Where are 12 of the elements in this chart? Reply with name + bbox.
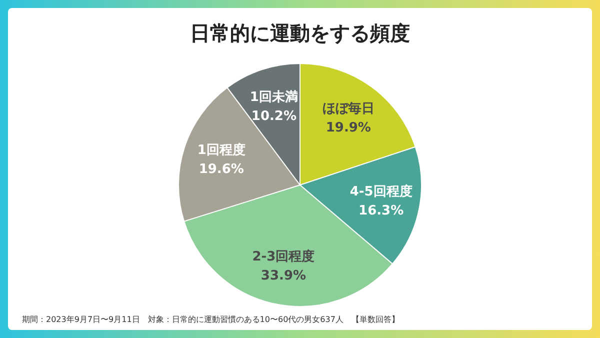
data-label: 33.9%: [260, 268, 306, 284]
data-label: 16.3%: [358, 203, 404, 218]
slice-label: 2-3回程度: [252, 248, 315, 264]
data-label: 10.2%: [251, 108, 297, 124]
data-label: 19.9%: [326, 120, 371, 136]
slice-label: ほぼ毎日: [322, 101, 374, 116]
slice-label: 1回未満: [250, 90, 298, 105]
chart-title: 日常的に運動をする頻度: [189, 20, 411, 47]
slice-label: 4-5回程度: [350, 183, 412, 200]
data-label: 19.6%: [198, 162, 244, 177]
text: 期間：2023年9月7日〜9月11日 対象：日常的に運動習慣のある10〜60代の男女637人 【単数回答】: [22, 315, 400, 324]
slice-label: 1回程度: [197, 142, 246, 158]
